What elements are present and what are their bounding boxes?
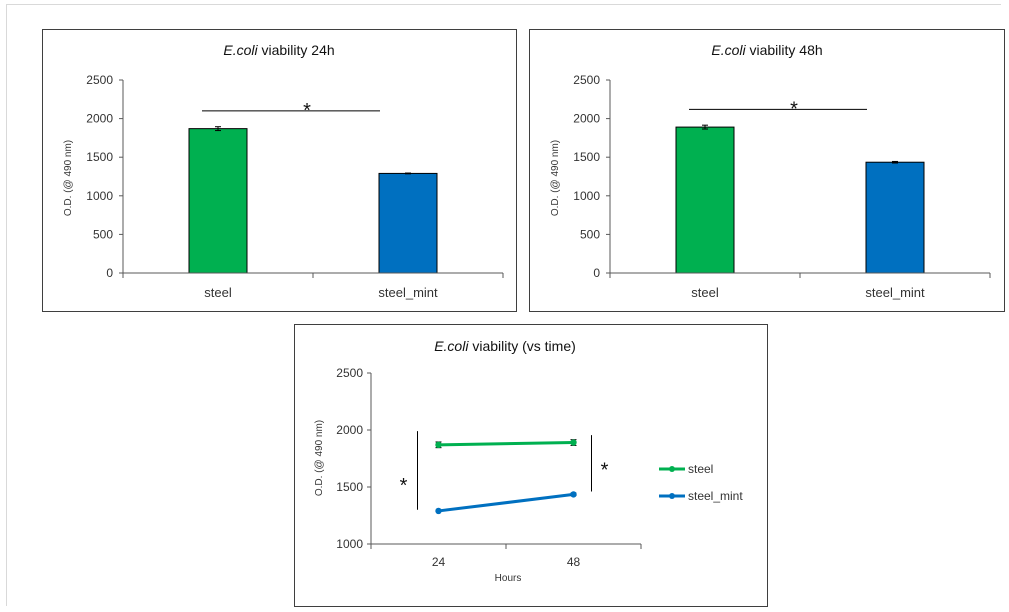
x-category-label: steel	[204, 285, 232, 300]
y-axis-label: O.D. (@ 490 nm)	[63, 140, 74, 216]
bar-steel	[675, 126, 735, 274]
data-point-steel	[570, 439, 577, 446]
y-tick-label: 2000	[336, 423, 363, 437]
legend: steel steel_mint	[659, 462, 743, 503]
data-point-steel_mint	[570, 491, 577, 498]
y-tick-label: 1500	[336, 480, 363, 494]
figure-frame	[6, 4, 1001, 606]
y-tick-label: 2500	[86, 73, 113, 87]
y-ticks: 0 500 1000 1500 2000 2500	[573, 73, 610, 280]
title-italic: E.coli	[434, 338, 469, 354]
x-categories: steel steel_mint	[691, 285, 925, 300]
title-italic: E.coli	[711, 42, 746, 58]
y-tick-label: 0	[106, 266, 113, 280]
series-line-steel	[438, 441, 574, 447]
significance-star-left: *	[400, 475, 408, 497]
data-point-steel	[435, 441, 442, 449]
significance-star: *	[790, 98, 798, 120]
significance-marker: *	[202, 100, 380, 122]
chart-title: E.coli viability (vs time)	[434, 338, 576, 354]
bar-steel_mint	[378, 172, 438, 274]
significance-marker: *	[689, 98, 867, 120]
x-axis-label: Hours	[495, 573, 522, 584]
y-ticks: 1000 1500 2000 2500	[336, 366, 371, 551]
bars	[188, 126, 438, 274]
y-tick-label: 2000	[86, 112, 113, 126]
chart-title: E.coli viability 24h	[223, 42, 334, 58]
significance-star-right: *	[601, 460, 609, 482]
y-tick-label: 1000	[573, 189, 600, 203]
x-tick-label: 24	[432, 555, 446, 569]
legend-marker-steel_mint	[669, 493, 675, 499]
y-axis-label: O.D. (@ 490 nm)	[314, 420, 325, 496]
series-lines	[435, 439, 577, 515]
chart-panel-48h: E.coli viability 48h O.D. (@ 490 nm) 0 50…	[529, 29, 1005, 312]
legend-label-steel: steel	[688, 462, 713, 476]
y-tick-label: 1000	[336, 537, 363, 551]
series-line-steel_mint	[438, 492, 574, 513]
x-category-label: steel_mint	[378, 285, 438, 300]
axes	[370, 373, 642, 549]
bar-chart-48h: E.coli viability 48h O.D. (@ 490 nm) 0 50…	[550, 42, 991, 300]
title-rest: viability (vs time)	[468, 338, 575, 354]
title-rest: viability 24h	[258, 42, 335, 58]
significance-star: *	[303, 100, 311, 122]
y-tick-label: 1500	[86, 150, 113, 164]
legend-marker-steel	[669, 466, 675, 472]
y-tick-label: 500	[93, 227, 113, 241]
title-italic: E.coli	[223, 42, 258, 58]
y-tick-label: 500	[580, 227, 600, 241]
axes	[609, 80, 991, 278]
bars	[675, 124, 925, 274]
axes	[122, 80, 504, 278]
y-tick-label: 0	[593, 266, 600, 280]
line-chart-vs-time: E.coli viability (vs time) O.D. (@ 490 n…	[314, 338, 743, 584]
y-tick-label: 1000	[86, 189, 113, 203]
chart-panel-24h: E.coli viability 24h O.D. (@ 490 nm) 0 50…	[42, 29, 517, 312]
x-category-label: steel	[691, 285, 719, 300]
title-rest: viability 48h	[746, 42, 823, 58]
x-tick-label: 48	[567, 555, 581, 569]
bar-chart-24h: E.coli viability 24h O.D. (@ 490 nm) 0 50…	[63, 42, 504, 300]
x-categories: steel steel_mint	[204, 285, 438, 300]
bar-steel_mint	[865, 161, 925, 274]
y-axis-label: O.D. (@ 490 nm)	[550, 140, 561, 216]
data-point-steel_mint	[435, 507, 442, 515]
y-ticks: 0 500 1000 1500 2000 2500	[86, 73, 123, 280]
significance-markers: * *	[400, 431, 609, 510]
x-category-label: steel_mint	[865, 285, 925, 300]
x-ticks: 24 48	[432, 555, 581, 569]
y-tick-label: 2500	[336, 366, 363, 380]
y-tick-label: 2500	[573, 73, 600, 87]
bar-steel	[188, 128, 248, 274]
y-tick-label: 1500	[573, 150, 600, 164]
y-tick-label: 2000	[573, 112, 600, 126]
legend-label-steel_mint: steel_mint	[688, 489, 743, 503]
chart-panel-vs-time: E.coli viability (vs time) O.D. (@ 490 n…	[294, 324, 768, 607]
chart-title: E.coli viability 48h	[711, 42, 822, 58]
